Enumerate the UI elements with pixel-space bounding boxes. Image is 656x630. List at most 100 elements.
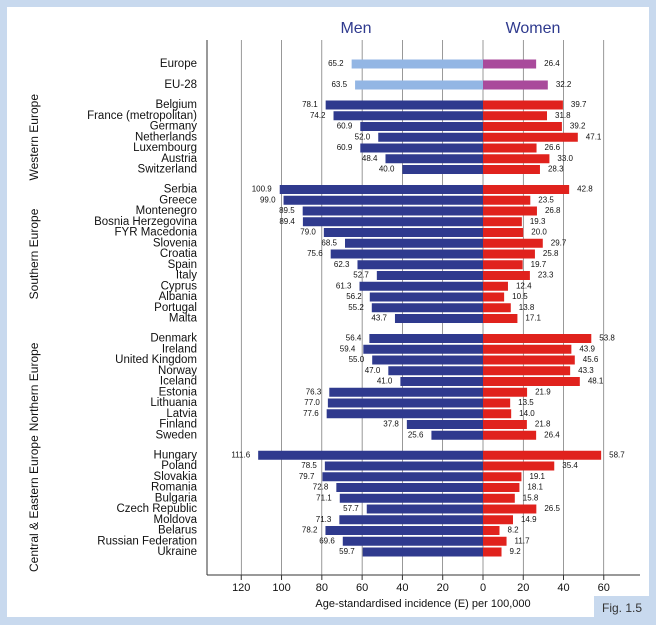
value-label: 53.8 — [599, 334, 615, 343]
bar — [302, 206, 483, 216]
value-label: 77.0 — [304, 398, 320, 407]
value-label: 76.3 — [306, 387, 322, 396]
category-label: Romania — [151, 482, 198, 494]
bar — [483, 483, 520, 492]
panel — [7, 7, 649, 617]
category-label: Finland — [159, 419, 197, 431]
x-tick-label: 0 — [480, 582, 486, 594]
bar — [483, 217, 522, 227]
category-label: Europe — [160, 58, 197, 70]
bar — [483, 387, 528, 397]
category-label: Czech Republic — [116, 503, 197, 515]
bar — [324, 461, 483, 471]
bar — [400, 377, 483, 386]
bar — [360, 143, 483, 153]
category-label: Slovakia — [154, 471, 198, 483]
bar — [483, 206, 537, 216]
category-label: Albania — [159, 291, 198, 303]
figure-label: Fig. 1.5 — [602, 601, 642, 615]
bar — [431, 430, 483, 440]
bar — [362, 547, 483, 557]
value-label: 56.4 — [346, 334, 362, 343]
bar — [378, 132, 483, 142]
bar — [483, 344, 572, 354]
category-label: Cyprus — [161, 280, 198, 292]
value-label: 19.1 — [529, 472, 545, 481]
value-label: 40.0 — [379, 165, 395, 174]
bar — [483, 143, 537, 153]
bar — [385, 154, 483, 164]
bar — [483, 526, 500, 535]
value-label: 23.5 — [538, 195, 554, 204]
value-label: 23.3 — [538, 271, 554, 280]
value-label: 89.5 — [279, 206, 295, 215]
value-label: 13.8 — [519, 303, 535, 312]
bar — [483, 165, 540, 174]
category-label: Netherlands — [135, 131, 197, 143]
bar — [339, 515, 483, 525]
bar — [325, 100, 483, 110]
category-label: Italy — [176, 270, 197, 282]
value-label: 62.3 — [334, 260, 350, 269]
value-label: 19.7 — [531, 260, 547, 269]
bar — [360, 122, 483, 131]
value-label: 71.3 — [316, 515, 332, 524]
bar — [483, 493, 515, 503]
figure-label-box — [594, 596, 650, 621]
value-label: 21.8 — [535, 420, 551, 429]
bar — [483, 111, 548, 121]
bar — [483, 366, 571, 376]
category-label: Lithuania — [150, 397, 197, 409]
x-tick-label: 40 — [557, 582, 569, 594]
bar — [483, 547, 502, 557]
bar — [345, 238, 483, 248]
value-label: 61.3 — [336, 281, 352, 290]
value-label: 32.2 — [556, 80, 572, 89]
value-label: 58.7 — [609, 450, 625, 459]
bar — [483, 430, 537, 440]
bar — [329, 387, 483, 397]
bar — [483, 271, 530, 280]
value-label: 47.0 — [365, 366, 381, 375]
bar — [483, 260, 523, 270]
value-label: 45.6 — [583, 355, 599, 364]
bar — [483, 249, 535, 259]
category-label: Belgium — [155, 99, 197, 111]
value-label: 39.2 — [570, 122, 586, 131]
value-label: 59.7 — [339, 547, 355, 556]
bar — [372, 355, 483, 365]
value-label: 72.8 — [313, 483, 329, 492]
value-label: 43.3 — [578, 366, 594, 375]
value-label: 60.9 — [337, 143, 353, 152]
value-label: 52.0 — [355, 132, 371, 141]
bar — [483, 450, 602, 460]
bar — [483, 355, 575, 365]
x-tick-label: 20 — [517, 582, 529, 594]
category-label: Malta — [169, 313, 198, 325]
bar — [333, 111, 483, 121]
bar — [483, 59, 537, 69]
category-label: Estonia — [159, 386, 198, 398]
value-label: 8.2 — [508, 526, 520, 535]
value-label: 75.6 — [307, 249, 323, 258]
x-tick-label: 120 — [232, 582, 250, 594]
value-label: 26.6 — [545, 143, 561, 152]
value-label: 43.9 — [579, 344, 595, 353]
value-label: 79.0 — [300, 228, 316, 237]
value-label: 89.4 — [279, 217, 295, 226]
value-label: 15.8 — [523, 493, 539, 502]
value-label: 13.5 — [518, 398, 534, 407]
bar — [279, 185, 483, 194]
category-label: FYR Macedonia — [115, 227, 198, 239]
bar — [302, 217, 483, 227]
value-label: 12.4 — [516, 281, 532, 290]
bar — [483, 80, 548, 90]
category-label: Switzerland — [138, 164, 197, 176]
value-label: 29.7 — [551, 238, 567, 247]
bar — [369, 292, 483, 302]
bar — [483, 314, 518, 323]
value-label: 43.7 — [371, 314, 387, 323]
category-label: Germany — [150, 121, 198, 133]
category-label: Croatia — [160, 248, 198, 260]
value-label: 14.0 — [519, 409, 535, 418]
